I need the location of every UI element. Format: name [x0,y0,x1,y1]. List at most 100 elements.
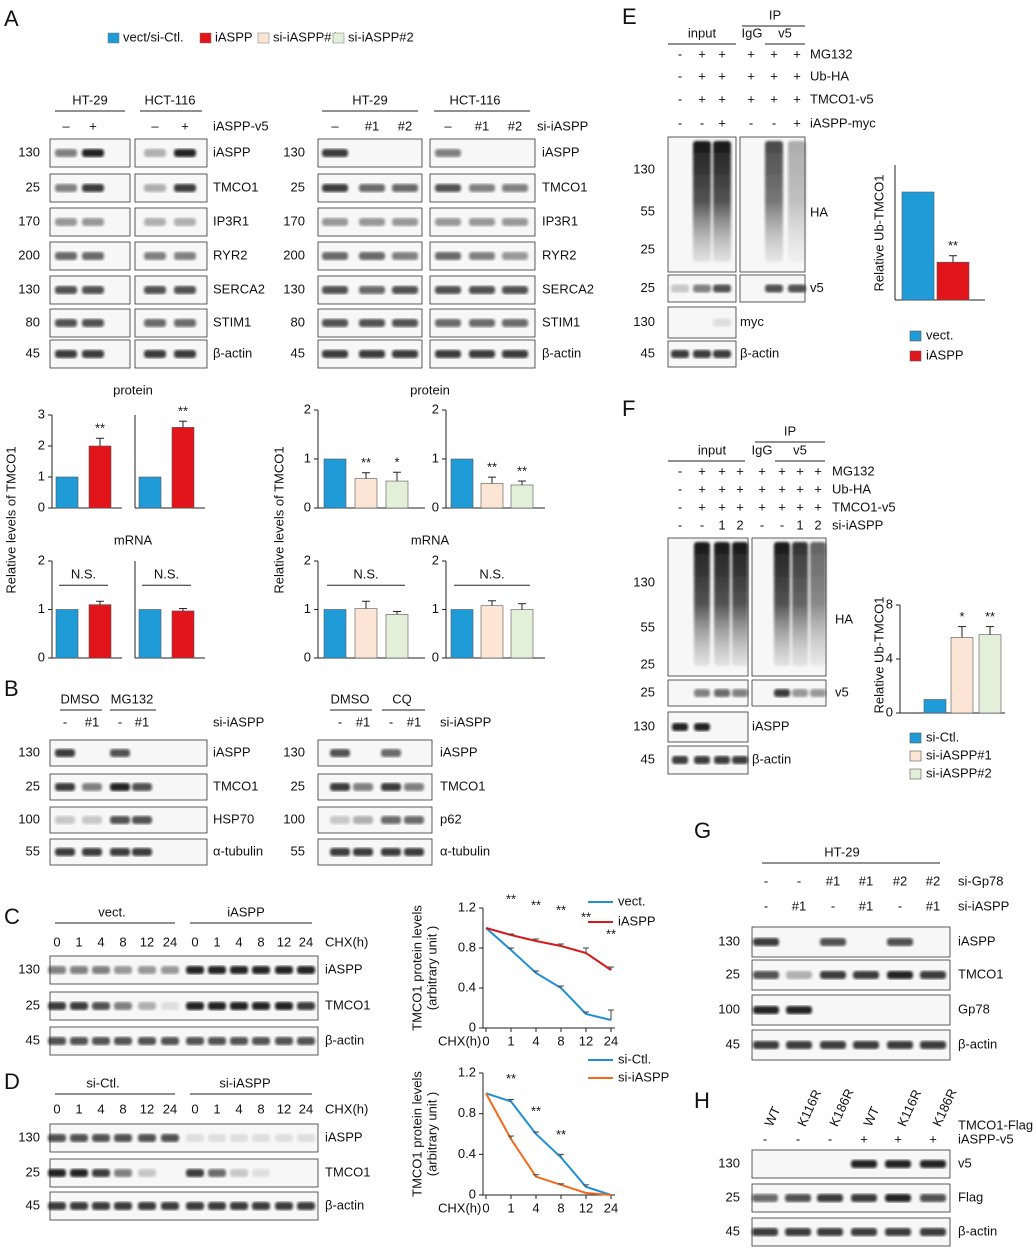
bar [385,480,409,509]
y-tick-label: 0 [432,499,439,514]
y-tick-label: 2 [38,437,45,452]
mw-marker: 25 [726,966,740,981]
lane-label: 1 [796,517,803,532]
group-header: IP [784,423,796,438]
legend-label: vect. [926,327,953,342]
mw-marker: 80 [291,314,305,329]
group-header: input [688,25,717,40]
treatment-label: TMCO1-Flag [958,1117,1033,1132]
lane-label: + [770,46,778,61]
y-tick-label: 1 [432,450,439,465]
significance: ** [361,455,371,470]
protein-label: iASPP [752,718,790,733]
significance: ** [985,609,995,624]
x-tick-label: 12 [579,1033,593,1048]
blot-frame [751,994,951,1026]
y-tick-label: 1 [38,468,45,483]
band [322,184,348,192]
significance: ** [531,897,541,912]
line [485,927,612,971]
protein-label: RYR2 [213,247,247,262]
legend-label: iASPP [215,29,253,44]
band [359,252,385,260]
band [435,319,461,327]
mw-marker: 25 [291,778,305,793]
treatment-label: si-iASPP [958,898,1009,913]
lane-label: – [444,118,452,133]
mw-marker: 80 [26,314,40,329]
y-tick-label: 4 [886,650,893,665]
mw-marker: 170 [283,213,305,228]
band [144,286,166,294]
band [786,1041,812,1049]
lane-label: + [758,481,766,496]
band [322,286,348,294]
annotation: N.S. [71,567,96,582]
lane-label: - [749,115,753,130]
lane-label: #1 [85,714,99,729]
y-tick-label: 0 [304,499,311,514]
smear [732,542,748,666]
mw-marker: 25 [26,778,40,793]
band [469,286,495,294]
band [55,749,75,757]
band [817,1228,843,1236]
lane-label: #1 [792,898,806,913]
protein-label: α-tubulin [213,843,263,858]
band [92,966,110,974]
legend-swatch [199,32,212,44]
y-axis-label: Relative levels of TMCO1 [3,446,18,593]
lane-label: + [718,68,726,83]
band [713,318,731,327]
band [404,848,424,856]
mw-marker: 100 [18,811,40,826]
band [70,1002,88,1010]
band [230,966,248,974]
lane-label: 24 [163,934,177,949]
protein-label: Flag [958,1189,983,1204]
lane-label: #1 [859,873,873,888]
significance: ** [606,926,616,941]
protein-label: HSP70 [213,811,254,826]
protein-label: β-actin [325,1032,364,1047]
bar [171,427,195,509]
mw-marker: 45 [726,1036,740,1051]
blot-frame [751,1029,951,1061]
protein-label: IP3R1 [542,213,578,228]
band [753,938,779,946]
band [132,816,152,824]
mw-marker: 130 [18,961,40,976]
band [752,1194,778,1202]
lane-label: 1 [213,1101,220,1116]
protein-label: iASPP [542,144,580,159]
band [186,1037,204,1045]
legend-label: si-iASPP#2 [926,765,992,780]
band [82,286,104,294]
lane-label: + [793,68,801,83]
mw-marker: 130 [633,718,655,733]
protein-label: TMCO1 [958,966,1004,981]
y-tick-label: 0.8 [458,1105,476,1120]
band [82,149,104,157]
band [714,756,730,764]
band [330,816,350,824]
band [817,1194,843,1202]
band [82,319,104,327]
y-tick-label: 1 [304,601,311,616]
lane-label: + [747,68,755,83]
lane-label: 1 [75,934,82,949]
lane-label: 0 [191,1101,198,1116]
lane-label: - [760,517,764,532]
band [359,218,385,226]
band [392,286,418,294]
bar [354,478,378,509]
y-tick-label: 0 [38,649,45,664]
mw-marker: 25 [641,280,655,295]
lane-label: + [698,481,706,496]
band [114,1134,132,1142]
band [693,284,711,293]
legend-label: si-iASPP#2 [348,29,414,44]
band [55,149,77,157]
lane-label: + [796,481,804,496]
